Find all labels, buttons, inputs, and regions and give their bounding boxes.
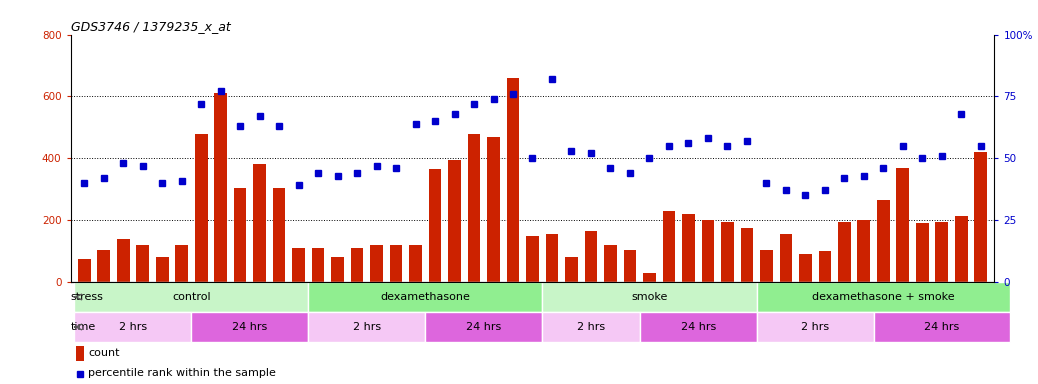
- Bar: [760, 250, 772, 282]
- Bar: [584, 231, 597, 282]
- Text: count: count: [88, 348, 119, 358]
- Text: dexamethasone + smoke: dexamethasone + smoke: [812, 292, 955, 302]
- Bar: [77, 346, 84, 361]
- Bar: [293, 248, 305, 282]
- Bar: [75, 282, 308, 312]
- Bar: [273, 188, 285, 282]
- Bar: [487, 137, 500, 282]
- Text: stress: stress: [71, 292, 104, 302]
- Bar: [604, 245, 617, 282]
- Bar: [955, 215, 967, 282]
- Bar: [371, 245, 383, 282]
- Bar: [331, 257, 344, 282]
- Bar: [526, 236, 539, 282]
- Bar: [857, 220, 870, 282]
- Bar: [351, 248, 363, 282]
- Text: 2 hrs: 2 hrs: [577, 322, 605, 332]
- Bar: [191, 312, 308, 342]
- Bar: [253, 164, 266, 282]
- Text: dexamethasone: dexamethasone: [380, 292, 470, 302]
- Bar: [308, 312, 426, 342]
- Bar: [117, 239, 130, 282]
- Bar: [156, 257, 168, 282]
- Text: 24 hrs: 24 hrs: [466, 322, 501, 332]
- Bar: [542, 282, 757, 312]
- Bar: [662, 211, 676, 282]
- Text: 2 hrs: 2 hrs: [801, 322, 829, 332]
- Bar: [644, 273, 656, 282]
- Text: 24 hrs: 24 hrs: [681, 322, 716, 332]
- Bar: [308, 282, 542, 312]
- Bar: [757, 282, 1010, 312]
- Bar: [935, 222, 948, 282]
- Text: 24 hrs: 24 hrs: [233, 322, 268, 332]
- Bar: [780, 234, 792, 282]
- Bar: [468, 134, 481, 282]
- Bar: [916, 223, 929, 282]
- Bar: [311, 248, 325, 282]
- Bar: [429, 169, 441, 282]
- Bar: [639, 312, 757, 342]
- Bar: [234, 188, 246, 282]
- Bar: [799, 254, 812, 282]
- Bar: [389, 245, 403, 282]
- Bar: [409, 245, 421, 282]
- Bar: [819, 251, 831, 282]
- Bar: [757, 312, 874, 342]
- Bar: [874, 312, 1010, 342]
- Bar: [78, 259, 90, 282]
- Bar: [448, 160, 461, 282]
- Bar: [214, 93, 227, 282]
- Text: GDS3746 / 1379235_x_at: GDS3746 / 1379235_x_at: [71, 20, 230, 33]
- Text: smoke: smoke: [631, 292, 667, 302]
- Bar: [877, 200, 890, 282]
- Bar: [721, 222, 734, 282]
- Bar: [975, 152, 987, 282]
- Bar: [546, 234, 558, 282]
- Text: time: time: [71, 322, 97, 332]
- Text: 2 hrs: 2 hrs: [353, 322, 381, 332]
- Text: percentile rank within the sample: percentile rank within the sample: [88, 369, 276, 379]
- Bar: [682, 214, 694, 282]
- Bar: [75, 312, 191, 342]
- Bar: [195, 134, 208, 282]
- Bar: [136, 245, 149, 282]
- Bar: [565, 257, 578, 282]
- Bar: [624, 250, 636, 282]
- Bar: [175, 245, 188, 282]
- Bar: [507, 78, 519, 282]
- Bar: [702, 220, 714, 282]
- Text: control: control: [172, 292, 211, 302]
- Bar: [838, 222, 851, 282]
- Bar: [426, 312, 542, 342]
- Bar: [740, 228, 754, 282]
- Bar: [542, 312, 639, 342]
- Bar: [98, 250, 110, 282]
- Text: 24 hrs: 24 hrs: [924, 322, 959, 332]
- Bar: [897, 167, 909, 282]
- Text: 2 hrs: 2 hrs: [119, 322, 147, 332]
